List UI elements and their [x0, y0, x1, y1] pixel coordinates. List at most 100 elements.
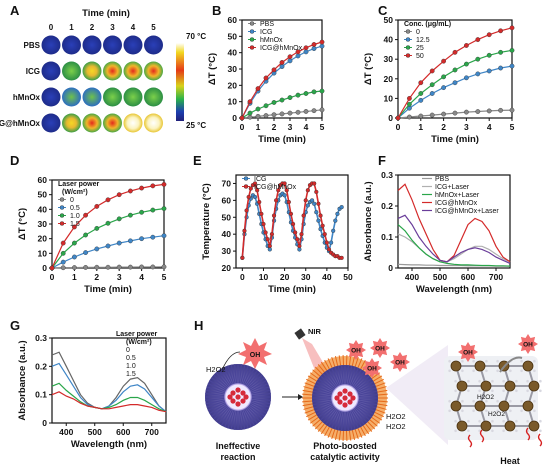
heat-wave	[537, 433, 543, 447]
oxygen-atom	[496, 399, 499, 403]
data-point	[463, 43, 469, 48]
data-point	[305, 203, 310, 208]
ligand-spike	[369, 419, 378, 427]
y-tick-label: 50	[38, 190, 48, 200]
data-point	[60, 259, 66, 265]
ligand-spike	[249, 403, 267, 415]
data-point	[429, 68, 435, 74]
panel-a-time-title: Time (min)	[82, 8, 130, 19]
heat-wave	[467, 434, 473, 448]
ligand-spike	[218, 369, 231, 387]
plot-frame	[397, 174, 511, 269]
data-point	[318, 213, 323, 218]
ligand-spike	[373, 414, 383, 421]
thermal-image	[41, 87, 61, 107]
oh-bursts-lattice: OH OH	[458, 334, 538, 362]
y-tick-label: 40	[38, 204, 48, 214]
legend-label: 0	[126, 347, 130, 354]
data-point	[279, 111, 285, 117]
ligand-spike	[205, 397, 225, 402]
ligand-spike	[317, 364, 325, 373]
oxygen-atom	[461, 399, 464, 403]
oh-label: OH	[523, 342, 533, 349]
x-tick-label: 4	[304, 122, 309, 132]
catalyst-particle	[240, 390, 246, 396]
data-point	[139, 264, 145, 270]
series-line-ICG@hMnOx	[397, 183, 511, 263]
y-tick-label: 30	[222, 246, 232, 256]
oxygen-atom	[502, 379, 505, 383]
ligand-spike	[358, 398, 378, 403]
data-point	[509, 107, 515, 113]
ligand-spike	[244, 368, 256, 386]
data-point	[139, 185, 145, 191]
data-point	[127, 212, 133, 218]
catalyst-particle	[337, 391, 343, 397]
ligand-spike	[230, 410, 236, 430]
catalyst-particle	[235, 401, 241, 407]
h2o2-label-lattice-2: H2O2	[488, 411, 505, 418]
thermal-image	[62, 61, 81, 81]
data-point	[127, 188, 133, 194]
ligand-spike	[345, 411, 350, 431]
ligand-spike	[320, 425, 328, 435]
data-point	[311, 46, 317, 51]
legend-marker	[249, 45, 255, 50]
ligand-spike	[325, 370, 338, 388]
data-point	[395, 115, 401, 121]
data-point	[498, 49, 503, 55]
x-axis-label: Wavelength (nm)	[416, 284, 492, 295]
thermal-image	[103, 113, 122, 133]
thermal-image	[144, 113, 163, 133]
x-tick-label: 700	[489, 272, 503, 282]
ligand-spike	[243, 409, 252, 428]
data-point	[72, 240, 77, 246]
oxygen-atom	[461, 409, 464, 413]
data-point	[263, 103, 269, 109]
data-point	[271, 67, 277, 73]
data-point	[83, 265, 89, 270]
ligand-spike	[355, 405, 373, 418]
y-tick-label: 20	[38, 234, 48, 244]
ligand-spike	[320, 361, 328, 371]
oxygen-atom	[509, 409, 512, 413]
oxygen-atom	[461, 369, 464, 373]
ligand-spike	[322, 408, 337, 423]
legend-marker	[59, 205, 65, 210]
nir-label: NIR	[308, 327, 322, 336]
data-point	[441, 58, 446, 64]
data-point	[328, 240, 334, 245]
data-point	[295, 53, 301, 59]
y-tick-label: 60	[38, 175, 48, 185]
data-point	[486, 32, 492, 38]
data-point	[322, 232, 327, 237]
zoom-wedge	[386, 345, 448, 445]
ligand-spike	[367, 421, 376, 430]
metal-node	[474, 360, 486, 372]
ligand-spike	[241, 365, 249, 384]
x-tick-label: 3	[464, 122, 469, 132]
oxygen-atom	[472, 359, 475, 363]
process-arrowhead	[298, 394, 303, 400]
thermal-image	[82, 35, 102, 55]
oxygen-atom	[491, 429, 494, 433]
time-tick: 0	[49, 23, 54, 32]
legend-label: 1.5	[126, 371, 136, 378]
data-point	[261, 221, 266, 227]
y-tick-label: 0.3	[381, 170, 393, 180]
legend-marker	[59, 197, 65, 202]
ligand-spike	[355, 375, 370, 390]
data-point	[150, 264, 156, 270]
y-tick-label: 50	[228, 31, 238, 41]
legend-label: 12.5	[416, 37, 430, 44]
oxygen-atom	[502, 419, 505, 423]
ligand-spike	[325, 408, 338, 426]
oxygen-atom	[472, 409, 475, 413]
data-point	[72, 254, 77, 260]
time-tick: 4	[131, 23, 136, 32]
data-point	[314, 189, 319, 195]
ligand-spike	[248, 404, 266, 417]
ligand-spike	[210, 404, 228, 417]
ligand-spike	[251, 389, 271, 395]
